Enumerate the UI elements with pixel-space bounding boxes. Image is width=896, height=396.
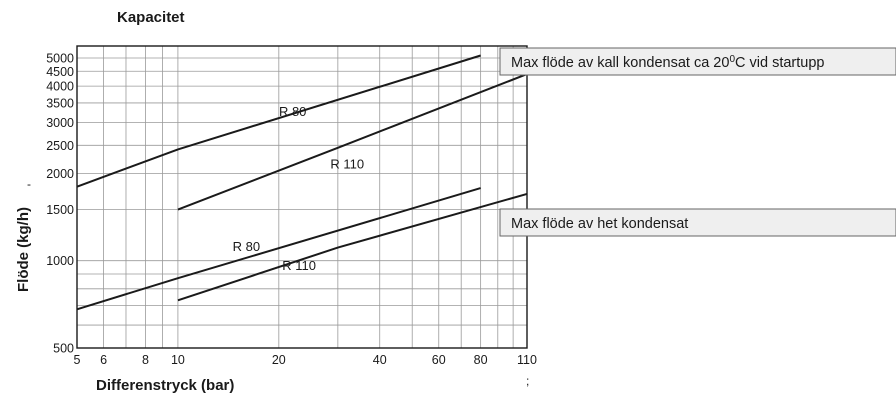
chart-title: Kapacitet (117, 9, 185, 26)
x-tick-label: 80 (474, 353, 488, 367)
y-tick-label: 4500 (46, 65, 74, 79)
stray-mark-left: - (27, 177, 31, 191)
series-labels: R 80 R 110 R 80 R 110 (233, 104, 365, 273)
x-axis-title: Differenstryck (bar) (96, 377, 234, 394)
y-tick-label: 1000 (46, 254, 74, 268)
callout-cold-condensate: Max flöde av kall kondensat ca 200C vid … (499, 47, 896, 76)
callout-hot-condensate: Max flöde av het kondensat (499, 208, 896, 237)
x-tick-label: 5 (74, 353, 81, 367)
y-tick-label: 5000 (46, 52, 74, 66)
series-line-cold-r110 (177, 73, 528, 211)
grid-lines (76, 46, 528, 349)
series-label: R 110 (282, 258, 316, 273)
callout-cold-text: Max flöde av kall kondensat ca 200C vid … (511, 54, 824, 72)
y-axis-title: Flöde (kg/h) (15, 207, 32, 292)
series-label: R 80 (233, 239, 260, 254)
x-tick-label: 10 (171, 353, 185, 367)
y-tick-label: 3000 (46, 116, 74, 130)
y-tick-label: 500 (53, 342, 74, 356)
y-tick-label: 3500 (46, 96, 74, 110)
series-lines (76, 54, 528, 311)
callout-cold-box (499, 47, 896, 76)
series-label: R 80 (279, 104, 306, 119)
y-tick-label: 2000 (46, 167, 74, 181)
series-line-hot-r80 (76, 187, 481, 311)
x-tick-labels: 5 6 8 10 20 40 60 80 110 (74, 353, 537, 367)
y-tick-label: 4000 (46, 80, 74, 94)
x-tick-label: 110 (517, 353, 537, 367)
y-tick-label: 1500 (46, 203, 74, 217)
x-tick-label: 60 (432, 353, 446, 367)
x-tick-label: 6 (100, 353, 107, 367)
x-tick-label: 20 (272, 353, 286, 367)
y-tick-label: 2500 (46, 139, 74, 153)
callout-hot-text: Max flöde av het kondensat (511, 216, 688, 232)
plot-frame (76, 45, 528, 349)
x-tick-label: 40 (373, 353, 387, 367)
series-label: R 110 (330, 156, 364, 171)
series-line-hot-r110 (177, 192, 528, 302)
stray-mark-bottom-right: ; (526, 374, 529, 388)
x-tick-label: 8 (142, 353, 149, 367)
series-line-cold-r80 (76, 54, 481, 188)
callout-hot-box (499, 208, 896, 237)
